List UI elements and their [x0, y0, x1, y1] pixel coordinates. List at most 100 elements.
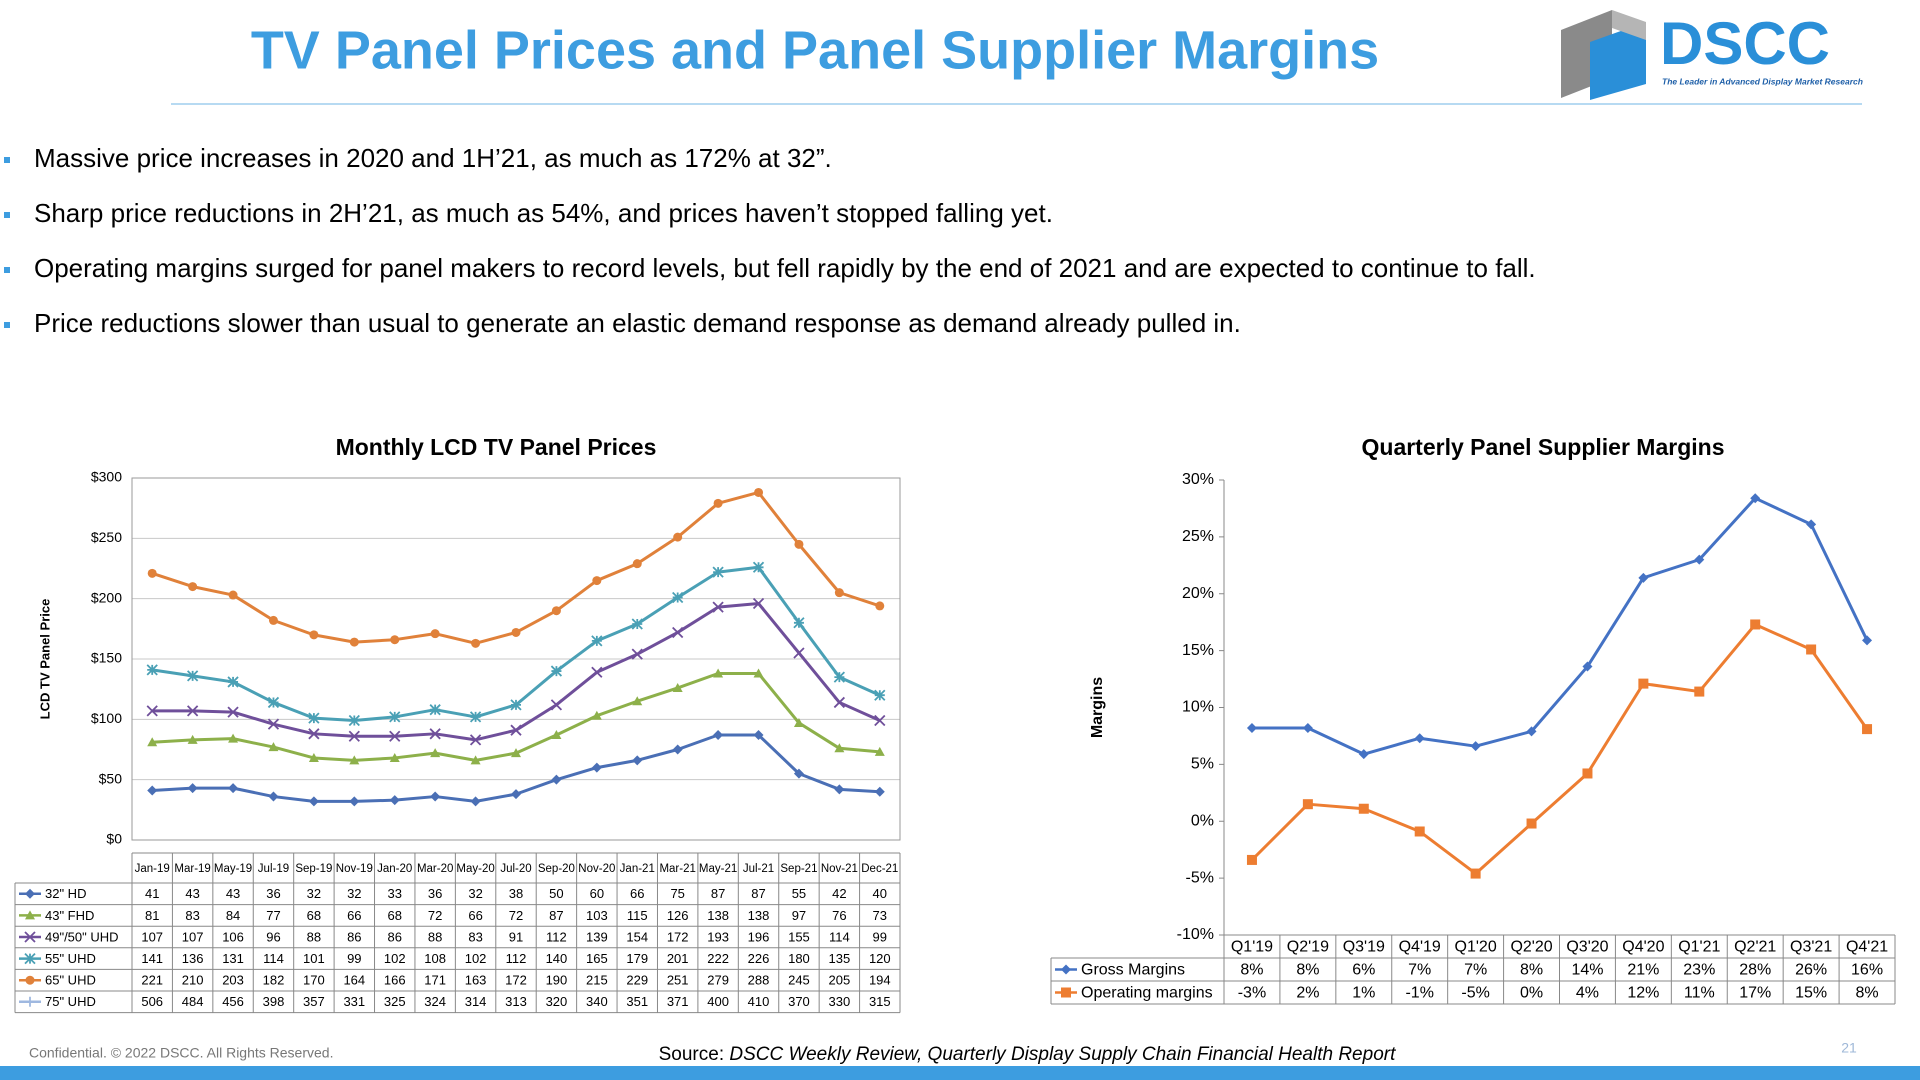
y-tick-label: 0%	[1191, 812, 1214, 829]
table-value: 66	[630, 886, 644, 901]
table-value: 77	[266, 908, 280, 923]
marker	[470, 796, 481, 807]
y-tick-label: $50	[99, 770, 123, 786]
table-value: 86	[388, 929, 402, 944]
y-axis-label: Margins	[1089, 677, 1106, 738]
marker	[754, 340, 764, 350]
table-value: 12%	[1627, 985, 1659, 1002]
marker	[470, 755, 481, 765]
table-value: 32	[468, 886, 482, 901]
marker	[430, 791, 441, 802]
marker	[146, 705, 158, 717]
table-value: 140	[546, 951, 568, 966]
table-value: 314	[465, 994, 487, 1009]
table-value: 17%	[1739, 985, 1771, 1002]
marker	[1470, 741, 1481, 752]
marker	[268, 615, 278, 625]
table-value: 138	[748, 908, 770, 923]
y-tick-label: 10%	[1182, 699, 1214, 716]
marker	[753, 668, 764, 678]
table-value: 201	[667, 951, 689, 966]
table-value: 138	[707, 908, 729, 923]
table-value: 245	[788, 973, 810, 988]
table-value: 36	[266, 886, 280, 901]
marker	[833, 671, 846, 683]
marker	[349, 796, 360, 807]
table-value: 8%	[1240, 962, 1263, 979]
table-value: 194	[869, 973, 891, 988]
y-tick-label: $250	[91, 529, 122, 545]
marker	[349, 755, 360, 765]
table-value: 40	[873, 886, 887, 901]
table-value: 165	[586, 951, 608, 966]
table-value: 14%	[1571, 962, 1603, 979]
marker	[1470, 868, 1481, 879]
bullet-marker	[4, 322, 10, 328]
marker	[793, 717, 804, 727]
marker	[511, 789, 521, 800]
marker	[308, 752, 319, 762]
table-value: 126	[667, 908, 689, 923]
x-tick-label: Q1'20	[1455, 939, 1497, 956]
logo-name: DSCC	[1660, 10, 1830, 77]
marker	[833, 696, 846, 709]
marker	[228, 590, 238, 600]
table-value: 75	[670, 886, 684, 901]
table-value: 84	[226, 908, 240, 923]
table-value: 182	[263, 973, 285, 988]
table-value: 115	[627, 908, 648, 923]
plot-frame	[131, 477, 901, 841]
x-tick-label: Q2'19	[1287, 939, 1329, 956]
table-value: 106	[222, 929, 244, 944]
marker	[1694, 554, 1705, 565]
x-tick-label: Q4'21	[1846, 939, 1888, 956]
marker	[389, 752, 400, 762]
x-tick-label: Q4'20	[1622, 939, 1664, 956]
marker	[469, 711, 482, 723]
table-value: 15%	[1795, 985, 1827, 1002]
table-value: 43	[185, 886, 199, 901]
table-value: 7%	[1408, 962, 1431, 979]
legend-label: 49"/50" UHD	[45, 929, 119, 944]
y-tick-label: $300	[91, 469, 122, 485]
bullet-text: Price reductions slower than usual to ge…	[34, 308, 1241, 338]
marker	[875, 601, 885, 611]
marker	[510, 699, 522, 711]
marker	[228, 733, 239, 743]
legend-label: 65" UHD	[45, 973, 96, 988]
table-value: 164	[343, 973, 365, 988]
marker	[147, 785, 158, 796]
marker	[389, 795, 400, 806]
marker	[1862, 635, 1873, 646]
marker	[591, 635, 603, 647]
table-value: 120	[869, 951, 891, 966]
marker	[227, 676, 239, 688]
table-value: 229	[626, 973, 648, 988]
table-value: 484	[182, 994, 204, 1009]
table-value: 107	[182, 929, 204, 944]
table-value: 88	[307, 929, 321, 944]
marker	[309, 404, 319, 414]
table-value: 66	[468, 908, 482, 923]
x-tick-label: Mar-21	[659, 863, 695, 875]
table-value: 4%	[1576, 985, 1599, 1002]
marker	[228, 285, 238, 295]
marker	[793, 768, 804, 779]
y-tick-label: 20%	[1182, 585, 1214, 602]
table-value: 136	[182, 951, 204, 966]
marker	[632, 411, 642, 421]
marker	[1638, 572, 1649, 583]
marker	[268, 742, 279, 752]
marker	[187, 783, 198, 794]
marker	[1414, 826, 1425, 837]
marker	[469, 734, 482, 746]
table-value: 91	[509, 929, 523, 944]
x-tick-label: Q1'21	[1678, 939, 1720, 956]
table-value: 215	[586, 973, 608, 988]
marker	[25, 996, 35, 1007]
marker	[834, 588, 844, 598]
marker	[389, 730, 401, 742]
marker	[1061, 964, 1071, 975]
marker	[754, 487, 764, 497]
